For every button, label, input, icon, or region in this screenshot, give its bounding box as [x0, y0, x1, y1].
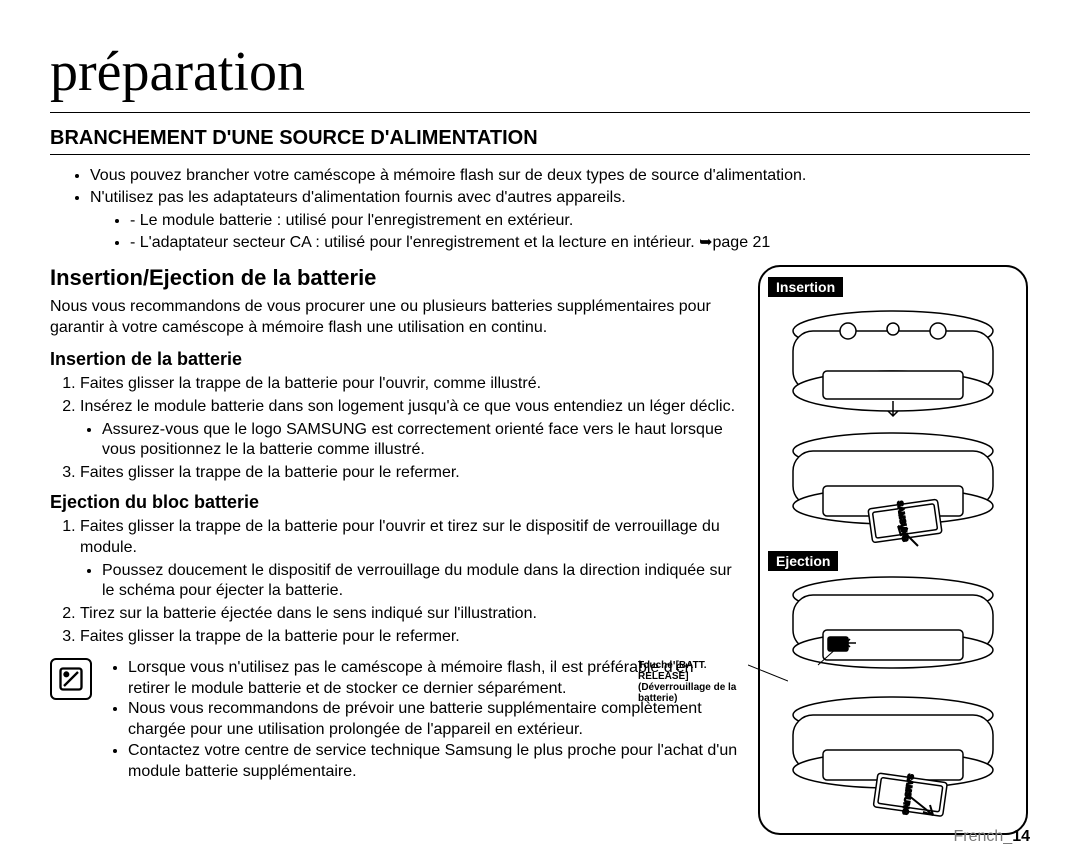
section-heading: BRANCHEMENT D'UNE SOURCE D'ALIMENTATION	[50, 127, 1030, 155]
eject-heading: Ejection du bloc batterie	[50, 492, 738, 513]
subsection-heading: Insertion/Ejection de la batterie	[50, 265, 738, 291]
subsection-intro: Nous vous recommandons de vous procurer …	[50, 297, 738, 339]
page-title: préparation	[50, 40, 1030, 104]
intro-sub-dash: L'adaptateur secteur CA : utilisé pour l…	[130, 232, 1030, 254]
figure-ejection-illustration: SAMSUNG	[768, 575, 1018, 825]
intro-sub-dash: Le module batterie : utilisé pour l'enre…	[130, 210, 1030, 232]
note-box: Lorsque vous n'utilisez pas le caméscope…	[50, 658, 738, 783]
intro-bullet: Vous pouvez brancher votre caméscope à m…	[90, 165, 1030, 187]
insert-steps: Faites glisser la trappe de la batterie …	[50, 374, 738, 484]
eject-steps: Faites glisser la trappe de la batterie …	[50, 517, 738, 648]
title-rule	[50, 112, 1030, 113]
step: Faites glisser la trappe de la batterie …	[80, 463, 738, 484]
intro-bullet-text: N'utilisez pas les adaptateurs d'aliment…	[90, 189, 626, 206]
step: Tirez sur la batterie éjectée dans le se…	[80, 604, 738, 625]
step-sub-bullet: Poussez doucement le dispositif de verro…	[102, 561, 738, 603]
figure-insertion-illustration: SAMSUNG	[768, 301, 1018, 551]
page-footer: French_14	[954, 828, 1031, 846]
intro-block: Vous pouvez brancher votre caméscope à m…	[50, 165, 1030, 253]
step-sub-bullet: Assurez-vous que le logo SAMSUNG est cor…	[102, 420, 738, 462]
figure-panel: Insertion	[758, 265, 1028, 835]
note-item: Nous vous recommandons de prévoir une ba…	[128, 699, 738, 741]
note-icon	[50, 658, 92, 700]
footer-page-number: 14	[1012, 828, 1030, 845]
insert-heading: Insertion de la batterie	[50, 349, 738, 370]
intro-bullet: N'utilisez pas les adaptateurs d'aliment…	[90, 187, 1030, 254]
footer-lang: French	[954, 828, 1004, 845]
note-item: Contactez votre centre de service techni…	[128, 741, 738, 783]
release-callout: Touche [BATT. RELEASE] (Déverrouillage d…	[638, 660, 748, 704]
step: Insérez le module batterie dans son loge…	[80, 397, 738, 461]
step: Faites glisser la trappe de la batterie …	[80, 627, 738, 648]
step: Faites glisser la trappe de la batterie …	[80, 374, 738, 395]
figure-label-insertion: Insertion	[768, 277, 843, 297]
figure-label-ejection: Ejection	[768, 551, 838, 571]
step: Faites glisser la trappe de la batterie …	[80, 517, 738, 602]
